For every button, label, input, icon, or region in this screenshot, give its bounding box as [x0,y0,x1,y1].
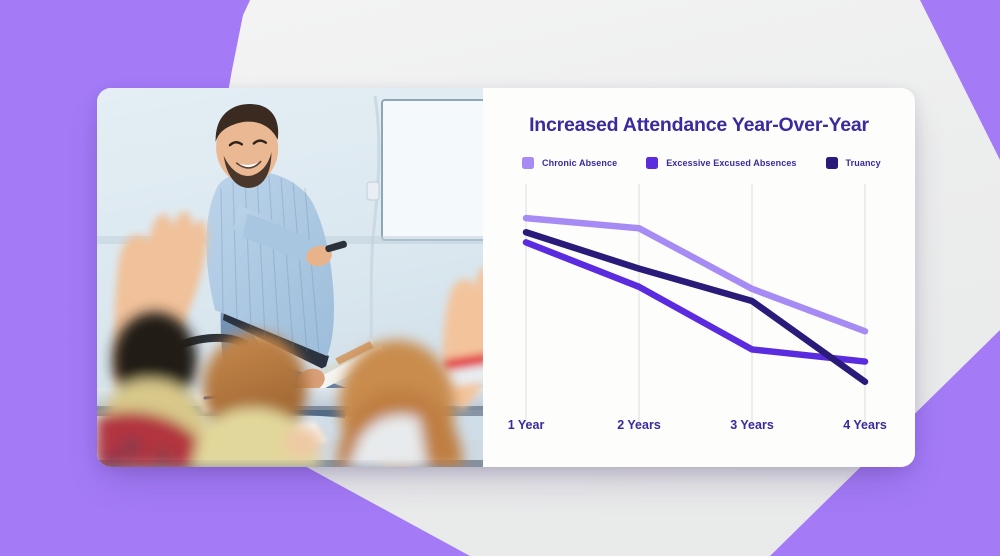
chart-title: Increased Attendance Year-Over-Year [529,114,869,136]
chart-legend: Chronic Absence Excessive Excused Absenc… [522,157,895,169]
series-line-truancy [522,229,869,386]
classroom-photo-illustration [97,88,483,467]
legend-label: Excessive Excused Absences [666,158,797,168]
classroom-photo [97,88,483,467]
chart-panel: Increased Attendance Year-Over-Year Chro… [483,88,915,467]
legend-item-excessive-excused-absences[interactable]: Excessive Excused Absences [646,157,796,169]
line-chart-plot [522,184,869,424]
legend-label: Chronic Absence [542,158,618,168]
legend-swatch-icon [646,157,659,169]
x-axis-label-2: 3 Years [730,418,774,432]
legend-swatch-icon [825,157,838,169]
x-axis-label-3: 4 Years [843,418,887,432]
x-axis-label-1: 2 Years [617,418,661,432]
x-axis-label-0: 1 Year [507,418,545,432]
legend-item-chronic-absence[interactable]: Chronic Absence [522,157,617,169]
legend-item-truancy[interactable]: Truancy [825,157,881,169]
chart-x-axis-labels: 1 Year 2 Years 3 Years 4 Years [483,418,915,442]
content-card: Increased Attendance Year-Over-Year Chro… [97,88,915,467]
series-line-excessive-excused-absences [522,239,869,365]
legend-swatch-icon [522,157,534,169]
legend-label: Truancy [845,158,881,168]
chart-series [522,214,869,386]
series-line-chronic-absence [522,214,869,335]
